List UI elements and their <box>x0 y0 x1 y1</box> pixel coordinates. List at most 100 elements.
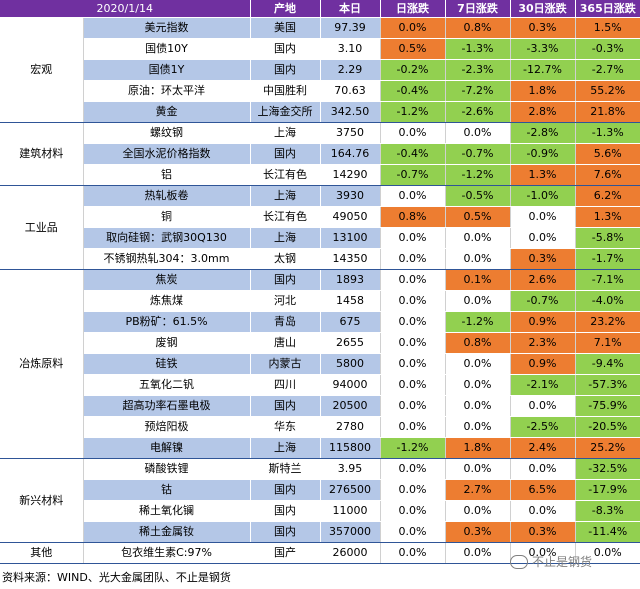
change-d365-cell: 6.2% <box>574 185 640 207</box>
origin-cell: 国内 <box>249 269 320 291</box>
change-d30-cell: -12.7% <box>509 59 575 81</box>
table-row: 废钢 唐山 2655 0.0% 0.8% 2.3% 7.1% <box>0 332 640 354</box>
price-cell: 675 <box>319 311 380 333</box>
change-d365-cell: -5.8% <box>574 227 640 249</box>
change-d1-cell: 0.0% <box>379 122 445 144</box>
commodity-name: 原油：环太平洋 <box>82 80 250 102</box>
header-price: 本日 <box>319 0 380 18</box>
origin-cell: 国内 <box>249 143 320 165</box>
change-d7-cell: -2.3% <box>444 59 510 81</box>
category-cell: 冶炼原料 <box>0 269 84 459</box>
header-d1: 日涨跌 <box>379 0 445 18</box>
change-d7-cell: 0.0% <box>444 374 510 396</box>
commodity-name: 螺纹钢 <box>82 122 250 144</box>
commodity-name: 钴 <box>82 479 250 501</box>
commodity-name: 铝 <box>82 164 250 186</box>
change-d1-cell: 0.0% <box>379 395 445 417</box>
price-cell: 2780 <box>319 416 380 438</box>
commodity-price-table: 2020/1/14 产地 本日 日涨跌 7日涨跌 30日涨跌 365日涨跌 宏观… <box>0 0 640 564</box>
origin-cell: 长江有色 <box>249 206 320 228</box>
watermark: 不止是钢货 <box>510 553 592 570</box>
change-d7-cell: -1.2% <box>444 311 510 333</box>
table-row: 稀土金属钕 国内 357000 0.0% 0.3% 0.3% -11.4% <box>0 521 640 543</box>
origin-cell: 长江有色 <box>249 164 320 186</box>
price-cell: 70.63 <box>319 80 380 102</box>
change-d365-cell: 25.2% <box>574 437 640 459</box>
origin-cell: 内蒙古 <box>249 353 320 375</box>
change-d365-cell: 0.0% <box>574 542 640 564</box>
table-row: 预焙阳极 华东 2780 0.0% 0.0% -2.5% -20.5% <box>0 416 640 438</box>
price-cell: 1458 <box>319 290 380 312</box>
commodity-name: 稀土金属钕 <box>82 521 250 543</box>
change-d1-cell: -0.2% <box>379 59 445 81</box>
table-row: 钴国内 276500 0.0% 2.7% 6.5% -17.9% <box>0 479 640 501</box>
change-d365-cell: 1.5% <box>574 17 640 39</box>
origin-cell: 国内 <box>249 38 320 60</box>
change-d1-cell: 0.0% <box>379 248 445 270</box>
change-d365-cell: -11.4% <box>574 521 640 543</box>
change-d7-cell: -1.2% <box>444 164 510 186</box>
change-d30-cell: 2.6% <box>509 269 575 291</box>
change-d7-cell: -2.6% <box>444 101 510 123</box>
commodity-name: 电解镍 <box>82 437 250 459</box>
commodity-name: 硅铁 <box>82 353 250 375</box>
table-row: 铜长江有色 49050 0.8% 0.5% 0.0% 1.3% <box>0 206 640 228</box>
source-note: 资料来源：WIND、光大金属团队、不止是钢货 <box>2 571 231 584</box>
header-d365: 365日涨跌 <box>574 0 640 18</box>
change-d1-cell: 0.0% <box>379 416 445 438</box>
change-d30-cell: -2.5% <box>509 416 575 438</box>
change-d365-cell: -75.9% <box>574 395 640 417</box>
commodity-name: 美元指数 <box>82 17 250 39</box>
table-row: 黄金 上海金交所 342.50 -1.2% -2.6% 2.8% 21.8% <box>0 101 640 123</box>
origin-cell: 上海 <box>249 185 320 207</box>
origin-cell: 上海 <box>249 122 320 144</box>
change-d30-cell: 1.3% <box>509 164 575 186</box>
change-d1-cell: 0.0% <box>379 311 445 333</box>
table-row: 稀土氧化镧 国内 11000 0.0% 0.0% 0.0% -8.3% <box>0 500 640 522</box>
category-cell: 建筑材料 <box>0 122 84 186</box>
change-d30-cell: 6.5% <box>509 479 575 501</box>
change-d30-cell: -3.3% <box>509 38 575 60</box>
change-d365-cell: 5.6% <box>574 143 640 165</box>
origin-cell: 太钢 <box>249 248 320 270</box>
change-d7-cell: -0.5% <box>444 185 510 207</box>
change-d30-cell: -2.1% <box>509 374 575 396</box>
change-d1-cell: 0.0% <box>379 17 445 39</box>
change-d1-cell: 0.0% <box>379 269 445 291</box>
change-d30-cell: 2.4% <box>509 437 575 459</box>
change-d365-cell: 21.8% <box>574 101 640 123</box>
origin-cell: 美国 <box>249 17 320 39</box>
change-d30-cell: 0.0% <box>509 395 575 417</box>
origin-cell: 国产 <box>249 542 320 564</box>
table-row: 其他 包衣维生素C:97% 国产 26000 0.0% 0.0% 0.0% 0.0% <box>0 542 640 564</box>
change-d30-cell: 0.9% <box>509 311 575 333</box>
change-d1-cell: 0.8% <box>379 206 445 228</box>
header-d7: 7日涨跌 <box>444 0 510 18</box>
category-cell: 宏观 <box>0 17 84 123</box>
price-cell: 5800 <box>319 353 380 375</box>
change-d365-cell: -57.3% <box>574 374 640 396</box>
origin-cell: 华东 <box>249 416 320 438</box>
commodity-name: 铜 <box>82 206 250 228</box>
change-d365-cell: -32.5% <box>574 458 640 480</box>
table-row: 建筑材料 螺纹钢 上海 3750 0.0% 0.0% -2.8% -1.3% <box>0 122 640 186</box>
commodity-name: 包衣维生素C:97% <box>82 542 250 564</box>
change-d7-cell: 0.5% <box>444 206 510 228</box>
change-d1-cell: 0.0% <box>379 542 445 564</box>
price-cell: 357000 <box>319 521 380 543</box>
change-d365-cell: 23.2% <box>574 311 640 333</box>
origin-cell: 唐山 <box>249 332 320 354</box>
price-cell: 94000 <box>319 374 380 396</box>
change-d365-cell: -9.4% <box>574 353 640 375</box>
table-row: 国债1Y 国内 2.29 -0.2% -2.3% -12.7% -2.7% <box>0 59 640 81</box>
change-d7-cell: 2.7% <box>444 479 510 501</box>
change-d7-cell: 1.8% <box>444 437 510 459</box>
change-d30-cell: 2.3% <box>509 332 575 354</box>
change-d365-cell: -20.5% <box>574 416 640 438</box>
price-cell: 3930 <box>319 185 380 207</box>
commodity-name: 超高功率石墨电极 <box>82 395 250 417</box>
change-d365-cell: 7.6% <box>574 164 640 186</box>
change-d30-cell: -0.7% <box>509 290 575 312</box>
table-row: 硅铁 内蒙古 5800 0.0% 0.0% 0.9% -9.4% <box>0 353 640 375</box>
